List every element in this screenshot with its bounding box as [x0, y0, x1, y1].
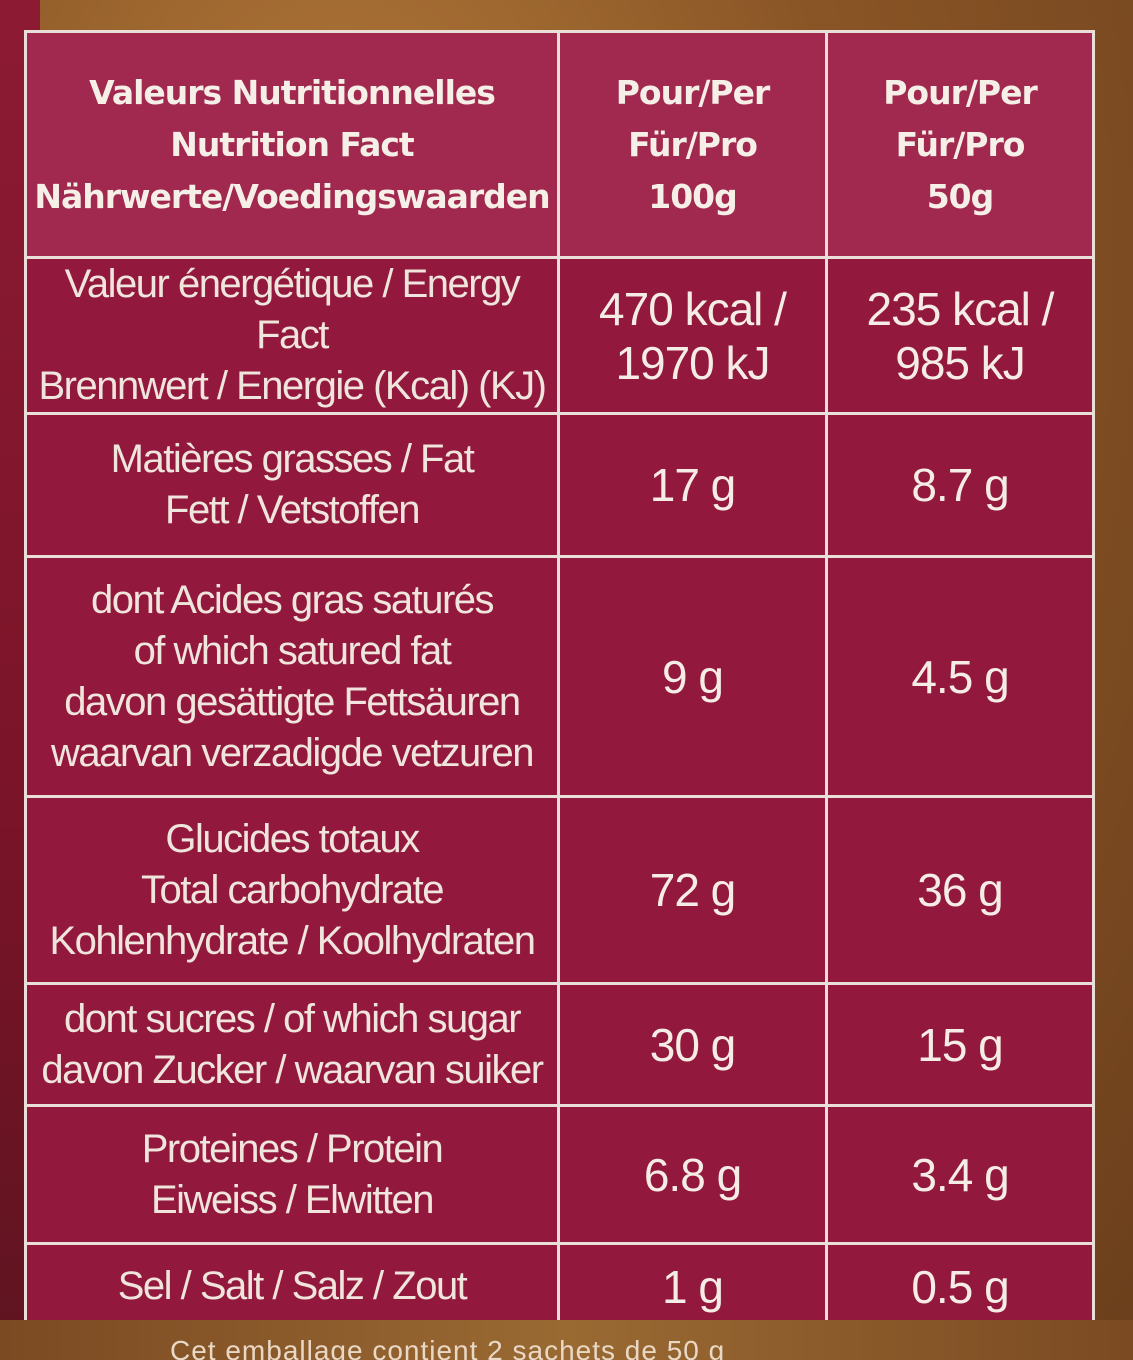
row-label-line: Proteines / Protein	[141, 1126, 444, 1171]
per100-value: 470 kcal /	[599, 282, 787, 335]
row-label-line: Brennwert / Energie (Kcal) (KJ)	[38, 364, 547, 408]
row-label-line: Valeur énergétique / Energy Fact	[64, 262, 521, 357]
table-row-carbohydrate: Glucides totaux Total carbohydrate Kohle…	[24, 795, 1095, 985]
row-label-cell: Matières grasses / Fat Fett / Vetstoffen	[24, 412, 560, 558]
table-row-protein: Proteines / Protein Eiweiss / Elwitten 6…	[24, 1104, 1095, 1245]
row-label-line: Glucides totaux	[165, 816, 420, 861]
per50-value-cell: 36 g	[825, 795, 1095, 985]
per100-value-cell: 17 g	[557, 412, 828, 558]
header-label-cell: Valeurs Nutritionnelles Nutrition Fact N…	[24, 30, 560, 259]
per100-value-cell: 72 g	[557, 795, 828, 985]
row-label-line: davon gesättigte Fettsäuren	[64, 679, 521, 724]
row-label-cell: dont Acides gras saturés of which sature…	[24, 555, 560, 798]
per100-value: 72 g	[649, 864, 737, 916]
per100-value: 17 g	[649, 459, 737, 511]
table-row-salt: Sel / Salt / Salz / Zout 1 g 0.5 g	[24, 1242, 1095, 1331]
table-row-energy: Valeur énergétique / Energy Fact Brennwe…	[24, 256, 1095, 415]
per50-value: 0.5 g	[911, 1260, 1009, 1313]
row-label-line: Matières grasses / Fat	[110, 437, 475, 481]
per50-value: 235 kcal /	[866, 282, 1055, 335]
per50-value: 8.7 g	[911, 459, 1009, 511]
header-per50-line: Für/Pro	[895, 124, 1026, 164]
per50-value-cell: 0.5 g	[825, 1242, 1095, 1331]
packaging-bottom-strip	[0, 1320, 1133, 1360]
row-label-line: Fett / Vetstoffen	[165, 488, 420, 532]
row-label-line: Total carbohydrate	[140, 867, 445, 912]
per100-value-cell: 6.8 g	[557, 1104, 828, 1245]
header-per50-cell: Pour/Per Für/Pro 50g	[825, 30, 1095, 259]
nutrition-table: Valeurs Nutritionnelles Nutrition Fact N…	[24, 30, 1095, 1331]
per50-value-cell: 235 kcal / 985 kJ	[825, 256, 1095, 415]
per50-value-cell: 8.7 g	[825, 412, 1095, 558]
table-row-sugar: dont sucres / of which sugar davon Zucke…	[24, 982, 1095, 1107]
per100-value: 9 g	[662, 650, 724, 703]
header-label-line: Valeurs Nutritionnelles	[89, 72, 496, 112]
row-label-line: Kohlenhydrate / Koolhydraten	[49, 918, 536, 963]
per100-value-cell: 1 g	[557, 1242, 828, 1331]
row-label-line: dont sucres / of which sugar	[63, 996, 522, 1041]
row-label-line: waarvan verzadigde vetzuren	[50, 730, 535, 775]
per50-value: 3.4 g	[911, 1148, 1009, 1201]
per50-value-cell: 15 g	[825, 982, 1095, 1107]
header-row: Valeurs Nutritionnelles Nutrition Fact N…	[24, 30, 1095, 259]
per50-value: 15 g	[917, 1018, 1004, 1071]
row-label-cell: Proteines / Protein Eiweiss / Elwitten	[24, 1104, 560, 1245]
per100-value-cell: 30 g	[557, 982, 828, 1107]
table-row-saturated-fat: dont Acides gras saturés of which sature…	[24, 555, 1095, 798]
per50-value-cell: 4.5 g	[825, 555, 1095, 798]
header-per100-line: Für/Pro	[628, 124, 758, 164]
row-label-line: davon Zucker / waarvan suiker	[41, 1047, 544, 1092]
per100-value: 30 g	[649, 1018, 737, 1071]
row-label-cell: Glucides totaux Total carbohydrate Kohle…	[24, 795, 560, 985]
per50-value: 4.5 g	[911, 650, 1009, 703]
per50-value: 36 g	[917, 864, 1004, 916]
per100-value-cell: 9 g	[557, 555, 828, 798]
header-per100-line: Pour/Per	[615, 72, 771, 112]
header-per50-line: 50g	[926, 176, 995, 216]
per50-value: 985 kJ	[895, 336, 1026, 389]
per100-value: 1970 kJ	[615, 336, 770, 389]
per100-value: 6.8 g	[643, 1148, 742, 1201]
footer-partial-text: Cet emballage contient 2 sachets de 50 g	[170, 1335, 726, 1360]
per100-value: 1 g	[662, 1260, 724, 1313]
row-label-line: dont Acides gras saturés	[90, 577, 495, 622]
row-label-line: Sel / Salt / Salz / Zout	[117, 1264, 468, 1308]
row-label-line: of which satured fat	[133, 628, 452, 673]
row-label-cell: Sel / Salt / Salz / Zout	[24, 1242, 560, 1331]
header-per100-line: 100g	[648, 176, 738, 216]
header-per100-cell: Pour/Per Für/Pro 100g	[557, 30, 828, 259]
header-label-line: Nährwerte/Voedingswaarden	[34, 176, 550, 216]
header-per50-line: Pour/Per	[883, 72, 1038, 112]
table-row-fat: Matières grasses / Fat Fett / Vetstoffen…	[24, 412, 1095, 558]
per50-value-cell: 3.4 g	[825, 1104, 1095, 1245]
row-label-line: Eiweiss / Elwitten	[151, 1177, 434, 1222]
row-label-cell: Valeur énergétique / Energy Fact Brennwe…	[24, 256, 560, 415]
per100-value-cell: 470 kcal / 1970 kJ	[557, 256, 828, 415]
header-label-line: Nutrition Fact	[170, 124, 414, 164]
row-label-cell: dont sucres / of which sugar davon Zucke…	[24, 982, 560, 1107]
